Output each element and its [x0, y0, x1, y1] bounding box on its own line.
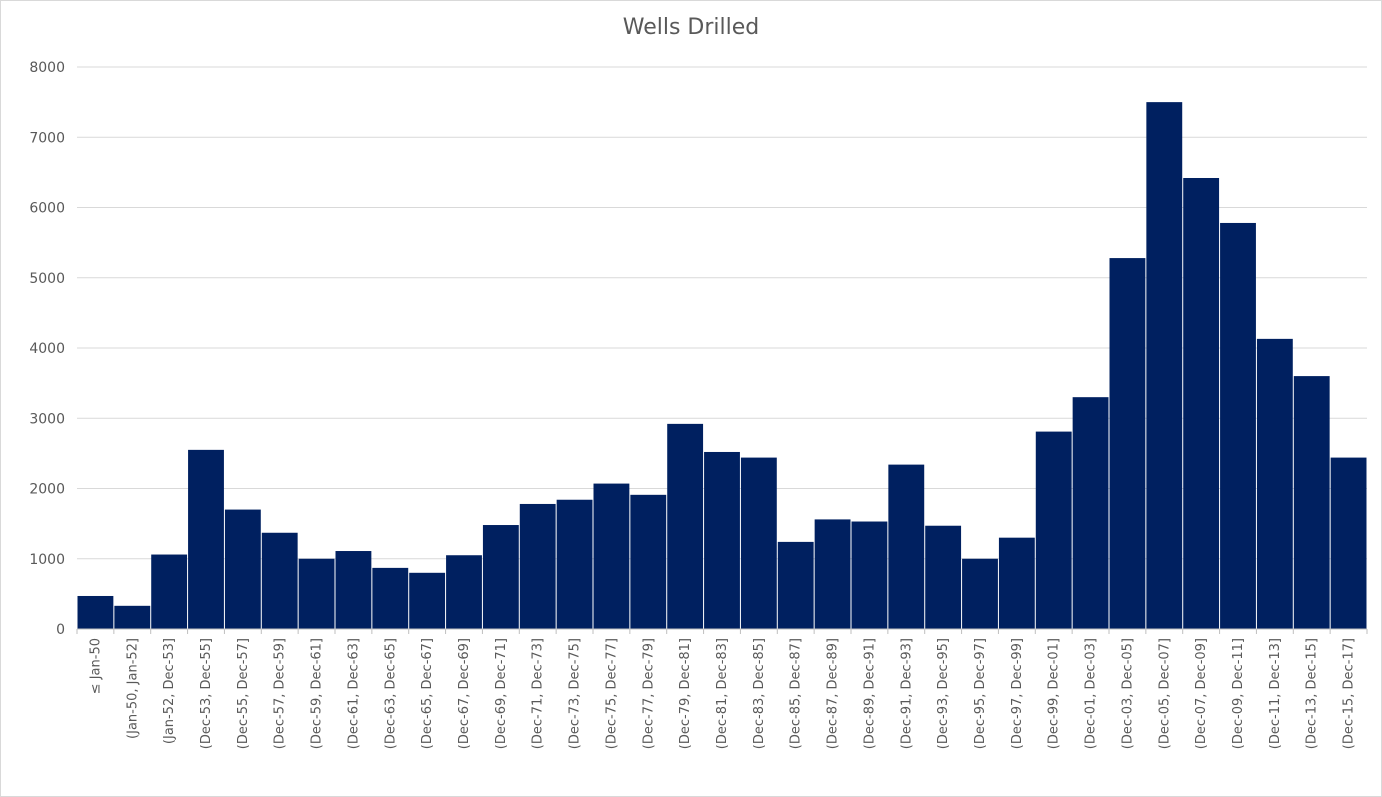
- bar: [888, 464, 925, 629]
- bar: [925, 525, 962, 629]
- bar: [1035, 431, 1072, 629]
- bar: [704, 451, 740, 629]
- x-tick-label: (Jan-52, Dec-53]: [162, 638, 177, 744]
- x-tick-label: (Dec-15, Dec-17]: [1342, 638, 1357, 749]
- bar: [482, 525, 519, 629]
- bar: [556, 499, 593, 629]
- x-tick-label: (Dec-63, Dec-65]: [383, 638, 398, 749]
- x-tick-label: (Dec-13, Dec-15]: [1305, 638, 1320, 749]
- x-tick-label: (Dec-87, Dec-89]: [826, 638, 841, 749]
- bar: [188, 449, 224, 629]
- bar: [151, 554, 188, 629]
- bars: [77, 102, 1367, 629]
- bar: [409, 572, 446, 629]
- x-tick-label: (Dec-01, Dec-03]: [1084, 638, 1099, 749]
- bar: [962, 558, 998, 629]
- bar: [446, 555, 482, 629]
- y-tick-label: 7000: [29, 130, 65, 146]
- x-tick-label: (Dec-75, Dec-77]: [604, 638, 619, 749]
- x-tick-label: (Dec-05, Dec-07]: [1157, 638, 1172, 749]
- x-tick-label: (Dec-09, Dec-11]: [1231, 638, 1246, 749]
- y-tick-label: 0: [56, 622, 65, 638]
- bar: [298, 558, 335, 629]
- y-tick-label: 3000: [29, 411, 65, 427]
- x-tick-label: (Dec-59, Dec-61]: [310, 638, 325, 749]
- bar: [1109, 258, 1146, 629]
- bar: [630, 494, 667, 629]
- y-tick-label: 6000: [29, 201, 65, 217]
- bar: [740, 457, 777, 629]
- x-tick-label: (Dec-55, Dec-57]: [236, 638, 251, 749]
- bar: [1146, 102, 1183, 629]
- bar: [1072, 397, 1109, 629]
- bar: [1330, 457, 1367, 629]
- bar: [777, 541, 814, 629]
- x-tick-label: (Dec-95, Dec-97]: [973, 638, 988, 749]
- x-tick-label: (Dec-73, Dec-75]: [568, 638, 583, 749]
- x-tick-label: (Dec-57, Dec-59]: [273, 638, 288, 749]
- y-tick-label: 4000: [29, 341, 65, 357]
- x-tick-label: (Dec-99, Dec-01]: [1047, 638, 1062, 749]
- y-tick-label: 5000: [29, 271, 65, 287]
- x-tick-label: ≤ Jan-50: [88, 638, 103, 694]
- x-tick-label: (Dec-97, Dec-99]: [1010, 638, 1025, 749]
- x-tick-label: (Dec-67, Dec-69]: [457, 638, 472, 749]
- x-tick-label: (Dec-77, Dec-79]: [641, 638, 656, 749]
- x-tick-label: (Dec-03, Dec-05]: [1120, 638, 1135, 749]
- bar: [1293, 376, 1330, 629]
- x-tick-label: (Dec-07, Dec-09]: [1194, 638, 1209, 749]
- bar: [1256, 338, 1293, 629]
- axes: [76, 628, 1368, 634]
- x-tick-label: (Dec-85, Dec-87]: [789, 638, 804, 749]
- x-tick-label: (Dec-81, Dec-83]: [715, 638, 730, 749]
- x-tick-label: (Dec-93, Dec-95]: [936, 638, 951, 749]
- bar: [998, 537, 1035, 629]
- bar: [261, 532, 298, 629]
- y-tick-label: 2000: [29, 482, 65, 498]
- bar: [1183, 177, 1220, 629]
- y-tick-label: 8000: [29, 60, 65, 76]
- x-tick-label: (Dec-83, Dec-85]: [752, 638, 767, 749]
- x-tick-label: (Dec-71, Dec-73]: [531, 638, 546, 749]
- bar: [519, 503, 556, 629]
- chart-title: Wells Drilled: [622, 15, 760, 40]
- x-tick-label: (Dec-53, Dec-55]: [199, 638, 214, 749]
- x-tick-label: (Dec-79, Dec-81]: [678, 638, 693, 749]
- bar: [1220, 222, 1256, 629]
- bar: [372, 567, 409, 629]
- x-tick-label: (Dec-61, Dec-63]: [346, 638, 361, 749]
- bar: [114, 605, 151, 629]
- bar: [851, 521, 888, 629]
- bar: [814, 519, 851, 629]
- y-tick-labels: 0 1000 2000 3000 4000 5000 6000 7000 8000: [29, 60, 65, 638]
- x-tick-label: (Dec-11, Dec-13]: [1268, 638, 1283, 749]
- x-tick-labels: ≤ Jan-50 (Jan-50, Jan-52] (Jan-52, Dec-53]…: [88, 638, 1356, 749]
- bar: [667, 423, 704, 629]
- bar: [224, 509, 261, 629]
- x-tick-label: (Dec-89, Dec-91]: [862, 638, 877, 749]
- bar: [77, 595, 114, 629]
- bar: [593, 483, 630, 629]
- x-tick-label: (Dec-91, Dec-93]: [899, 638, 914, 749]
- y-tick-label: 1000: [29, 552, 65, 568]
- x-tick-label: (Dec-69, Dec-71]: [494, 638, 509, 749]
- bar: [335, 551, 372, 629]
- x-tick-label: (Jan-50, Jan-52]: [125, 638, 140, 739]
- x-tick-label: (Dec-65, Dec-67]: [420, 638, 435, 749]
